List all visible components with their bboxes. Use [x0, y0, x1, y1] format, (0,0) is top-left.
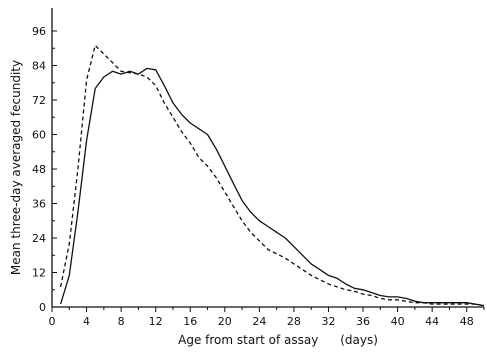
x-tick-label: 28: [287, 315, 301, 328]
axes: [51, 8, 484, 308]
x-axis-ticks: 0 4 8 12 16 20 24 28 32 36 40 44 48: [49, 307, 485, 328]
x-tick-label: 4: [83, 315, 90, 328]
x-tick-label: 24: [252, 315, 266, 328]
x-tick-label: 20: [218, 315, 232, 328]
x-tick-label: 12: [149, 315, 163, 328]
x-axis-title-text: Age from start of assay: [178, 333, 318, 347]
x-tick-label: 48: [460, 315, 474, 328]
x-tick-label: 44: [425, 315, 439, 328]
y-tick-label: 48: [32, 163, 46, 176]
x-axis-unit: (days): [340, 333, 378, 347]
x-tick-label: 32: [321, 315, 335, 328]
y-tick-label: 72: [32, 94, 46, 107]
y-tick-label: 84: [32, 60, 46, 73]
y-tick-label: 12: [32, 267, 46, 280]
solid-series-line: [59, 67, 485, 307]
x-tick-label: 0: [49, 315, 56, 328]
x-tick-label: 16: [183, 315, 197, 328]
x-tick-label: 8: [118, 315, 125, 328]
x-tick-label: 36: [356, 315, 370, 328]
y-tick-label: 36: [32, 198, 46, 211]
y-axis-ticks: 0 12 24 36 48 60 72 84 96: [32, 25, 57, 314]
y-tick-label: 0: [39, 301, 46, 314]
x-tick-label: 40: [391, 315, 405, 328]
series-lines: [59, 44, 485, 307]
y-tick-label: 60: [32, 129, 46, 142]
y-tick-label: 24: [32, 232, 46, 245]
dashed-series-line: [59, 44, 485, 307]
y-axis-title: Mean three-day averaged fecundity: [9, 60, 23, 275]
y-tick-label: 96: [32, 25, 46, 38]
x-axis-title: Age from start of assay (days): [178, 333, 378, 347]
